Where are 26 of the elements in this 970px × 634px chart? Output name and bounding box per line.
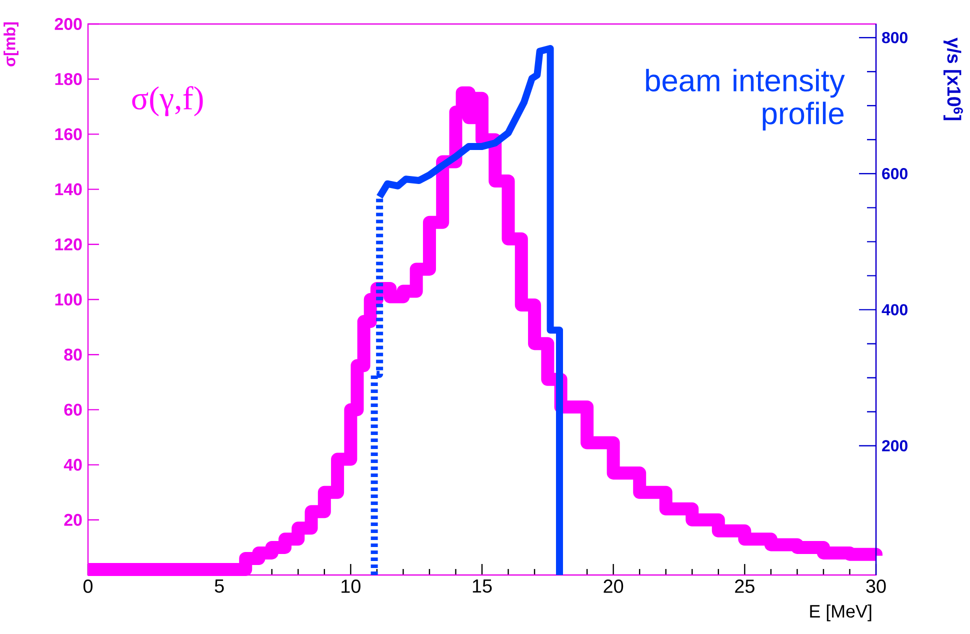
- y-tick-label: 60: [64, 404, 82, 416]
- y-tick-label: 140: [55, 183, 82, 196]
- text: beam intensity profile: [646, 68, 845, 131]
- y-tick-label: 180: [55, 73, 82, 86]
- x-tick-label: 15: [472, 580, 492, 593]
- y-tick-label: 40: [64, 458, 82, 471]
- text: σ(γ,f): [132, 86, 203, 116]
- x-tick-label: 5: [214, 580, 224, 593]
- y-tick-label: 20: [64, 514, 82, 526]
- y-tick-label: 120: [55, 238, 82, 250]
- x-tick-label: 25: [735, 580, 754, 593]
- y-tick-label: 200: [54, 18, 82, 30]
- x-tick-label: 30: [866, 580, 886, 593]
- y-tick-label: 80: [64, 348, 82, 361]
- y-tick-label: 160: [55, 128, 82, 140]
- x-tick-label: 10: [342, 580, 360, 593]
- x-tick-label: 0: [83, 580, 93, 593]
- y2-tick-label: 400: [882, 304, 908, 316]
- x-axis-title: E [MeV]: [810, 604, 872, 622]
- y-tick-label: 100: [55, 294, 82, 306]
- y2-tick-label: 200: [882, 440, 908, 452]
- y2-tick-label: 600: [882, 168, 908, 180]
- y2-axis-title: γ/s [x10$^{6}$]: [944, 38, 963, 120]
- x-tick-label: 20: [604, 580, 624, 593]
- y-axis-title: σ[mb]: [4, 22, 18, 66]
- y2-tick-label: 800: [882, 32, 908, 44]
